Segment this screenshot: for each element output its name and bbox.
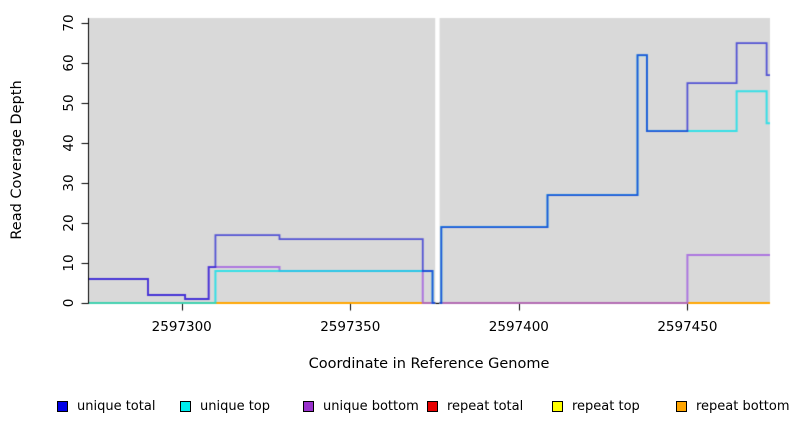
legend-swatch-icon [427,400,438,412]
legend-item-repeat-total: repeat total [427,398,524,414]
x-tick-label: 2597300 [151,319,212,335]
x-tick-label: 2597350 [320,319,381,335]
legend-item-repeat-top: repeat top [552,398,640,414]
x-tick-label: 2597400 [488,319,549,335]
legend-label: unique top [200,398,271,414]
x-axis-title: Coordinate in Reference Genome [308,356,550,372]
legend-item-unique-top: unique top [180,398,271,414]
legend-item-repeat-bottom: repeat bottom [676,398,790,414]
legend-label: unique total [77,398,156,414]
legend-swatch-icon [303,400,314,412]
legend-label: repeat total [447,398,524,414]
legend-label: unique bottom [323,398,419,414]
x-tick-label: 2597450 [657,319,718,335]
legend-swatch-icon [57,400,68,412]
legend-label: repeat bottom [696,398,790,414]
legend-swatch-icon [552,400,563,412]
legend-item-unique-total: unique total [57,398,156,414]
legend-item-unique-bottom: unique bottom [303,398,419,414]
legend-swatch-icon [676,400,687,412]
legend-label: repeat top [572,398,640,414]
legend-swatch-icon [180,400,191,412]
